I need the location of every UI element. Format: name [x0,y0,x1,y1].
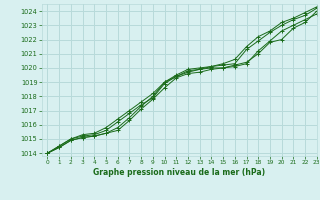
X-axis label: Graphe pression niveau de la mer (hPa): Graphe pression niveau de la mer (hPa) [93,168,265,177]
